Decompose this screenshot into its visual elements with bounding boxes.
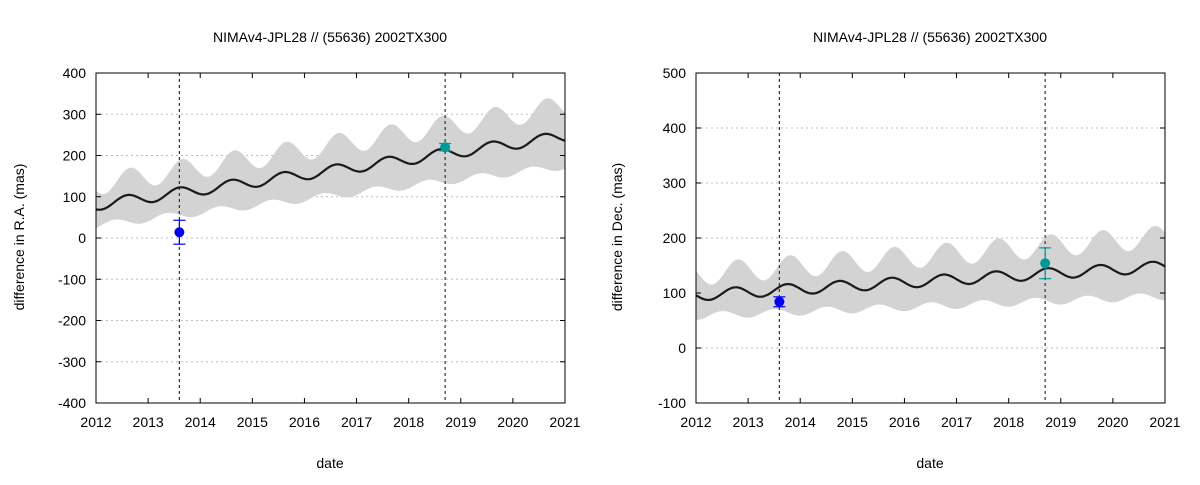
x-tick-label: 2018 [393,414,424,430]
x-tick-label: 2018 [993,414,1024,430]
observation-2018 [1039,247,1052,280]
observation-2013 [173,219,186,245]
x-tick-label: 2013 [133,414,164,430]
observation-2013 [773,296,786,308]
x-tick-label: 2020 [497,414,528,430]
chart-title: NIMAv4-JPL28 // (55636) 2002TX300 [813,29,1047,45]
uncertainty-band [96,98,565,229]
x-tick-label: 2014 [185,414,216,430]
y-axis-label: difference in Dec. (mas) [609,163,625,311]
y-tick-label: 400 [63,65,87,81]
x-tick-label: 2013 [733,414,764,430]
x-tick-label: 2015 [237,414,268,430]
uncertainty-band [696,226,1165,320]
trend-line [695,260,1166,301]
x-axis-label: date [916,455,943,471]
y-tick-label: 0 [678,340,686,356]
y-tick-label: 300 [663,175,687,191]
y-tick-label: -100 [58,271,86,287]
x-tick-label: 2021 [1149,414,1180,430]
x-tick-label: 2016 [889,414,920,430]
data-point [1040,258,1051,269]
observation-2018 [439,142,452,153]
x-tick-label: 2012 [680,414,711,430]
y-tick-label: 400 [663,120,687,136]
x-tick-label: 2017 [941,414,972,430]
x-axis-label: date [316,455,343,471]
x-tick-label: 2015 [837,414,868,430]
y-tick-label: -200 [58,313,86,329]
data-point [774,296,785,307]
y-tick-label: 200 [63,148,87,164]
trend-line [95,132,566,211]
x-tick-label: 2016 [289,414,320,430]
y-tick-label: 100 [63,189,87,205]
data-point [174,227,185,238]
y-tick-label: 100 [663,285,687,301]
x-tick-label: 2020 [1097,414,1128,430]
x-tick-label: 2012 [80,414,111,430]
y-tick-label: 0 [78,230,86,246]
chart-ra: NIMAv4-JPL28 // (55636) 2002TX300 date d… [11,29,581,471]
y-tick-label: -300 [58,354,86,370]
data-point [440,142,451,153]
y-tick-label: -400 [58,395,86,411]
x-tick-label: 2021 [549,414,580,430]
x-tick-label: 2019 [445,414,476,430]
y-tick-label: 300 [63,106,87,122]
y-tick-label: -100 [658,395,686,411]
x-tick-label: 2014 [785,414,816,430]
x-tick-label: 2019 [1045,414,1076,430]
y-tick-label: 500 [663,65,687,81]
chart-dec: NIMAv4-JPL28 // (55636) 2002TX300 date d… [609,29,1181,471]
x-tick-label: 2017 [341,414,372,430]
y-axis-label: difference in R.A. (mas) [11,164,27,311]
chart-title: NIMAv4-JPL28 // (55636) 2002TX300 [213,29,447,45]
y-tick-label: 200 [663,230,687,246]
